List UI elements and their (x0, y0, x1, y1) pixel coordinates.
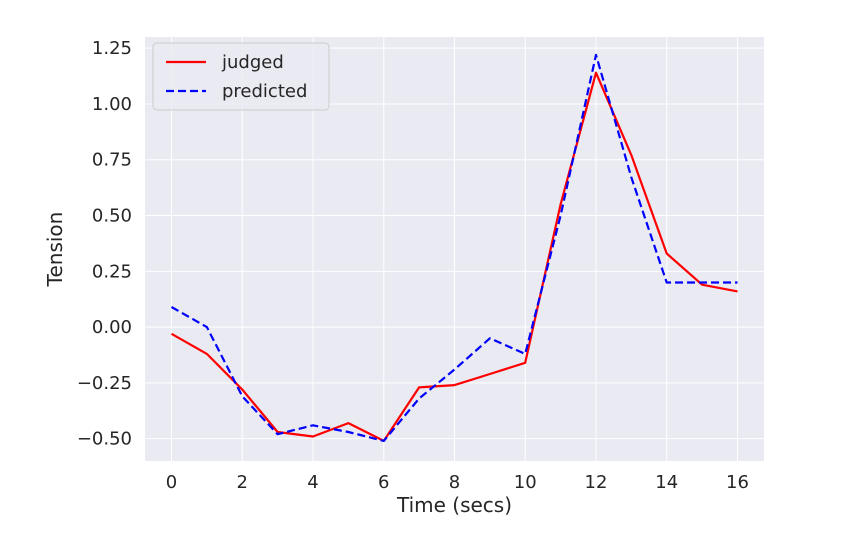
x-tick-label: 0 (166, 472, 177, 493)
y-tick-label: −0.25 (77, 373, 132, 394)
y-tick-label: 1.25 (92, 38, 132, 59)
y-tick-label: 0.25 (92, 261, 132, 282)
x-tick-label: 4 (307, 472, 318, 493)
x-tick-label: 14 (655, 472, 678, 493)
y-tick-label: 1.00 (92, 94, 132, 115)
x-tick-label: 16 (726, 472, 749, 493)
y-tick-label: 0.75 (92, 150, 132, 171)
x-axis-label: Time (secs) (396, 493, 512, 517)
x-tick-label: 8 (449, 472, 460, 493)
series-line-judged (170, 71, 738, 442)
y-tick-label: 0.00 (92, 317, 132, 338)
x-tick-label: 6 (378, 472, 389, 493)
series-line-predicted (170, 53, 738, 442)
x-tick-labels: 0 2 4 6 8 10 12 14 16 (166, 472, 749, 493)
series-lines (170, 53, 738, 442)
legend-box (152, 42, 330, 111)
x-tick-label: 2 (237, 472, 248, 493)
y-tick-label: 0.50 (92, 206, 132, 227)
legend-label-judged: judged (221, 52, 284, 73)
x-tick-label: 10 (514, 472, 537, 493)
y-axis-label: Tension (43, 212, 67, 288)
y-tick-labels: −0.50 −0.25 0.00 0.25 0.50 0.75 1.00 1.25 (77, 38, 132, 450)
legend-label-predicted: predicted (222, 81, 307, 102)
x-tick-label: 12 (585, 472, 608, 493)
legend: judged predicted (152, 42, 330, 111)
y-tick-label: −0.50 (77, 429, 132, 450)
